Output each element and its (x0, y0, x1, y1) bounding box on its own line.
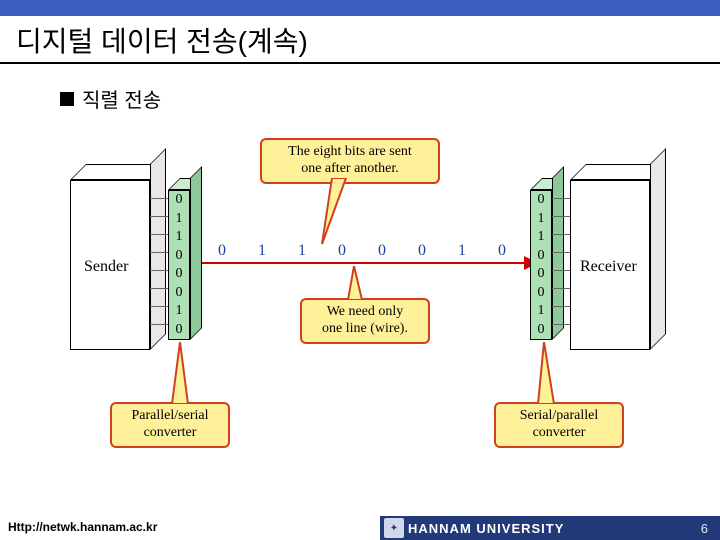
receiver-bit: 1 (538, 211, 545, 227)
callout-left-tail (168, 342, 194, 404)
transmission-wire (202, 262, 528, 264)
subtitle-row: 직렬 전송 (60, 84, 161, 113)
wire-bit: 0 (418, 242, 426, 260)
university-logo-icon: ✦ (384, 518, 404, 538)
subtitle: 직렬 전송 (82, 84, 161, 113)
callout-top-tail (312, 178, 352, 248)
sender-bit: 0 (176, 266, 183, 282)
callout-top: The eight bits are sent one after anothe… (260, 138, 440, 184)
receiver-bit: 1 (538, 229, 545, 245)
wire-bit: 1 (258, 242, 266, 260)
wire-bit: 0 (378, 242, 386, 260)
footer: Http://netwk.hannam.ac.kr HANNAM UNIVERS… (0, 512, 720, 540)
callout-left: Parallel/serial converter (110, 402, 230, 448)
receiver-bit: 0 (538, 192, 545, 208)
wire-bit: 0 (498, 242, 506, 260)
page-title: 디지털 데이터 전송(계속) (16, 20, 308, 60)
wire-bit: 1 (458, 242, 466, 260)
callout-mid: We need only one line (wire). (300, 298, 430, 344)
receiver-bit: 0 (538, 285, 545, 301)
sender-bit: 0 (176, 285, 183, 301)
wire-bit: 1 (298, 242, 306, 260)
bullet-icon (60, 92, 74, 106)
receiver-bit: 0 (538, 248, 545, 264)
footer-org: HANNAM UNIVERSITY (408, 521, 564, 536)
sender-bit: 0 (176, 322, 183, 338)
page-number: 6 (701, 521, 708, 536)
top-bar (0, 0, 720, 16)
sender-bit: 1 (176, 211, 183, 227)
title-underline (0, 62, 720, 64)
serial-transmission-diagram: Sender 0 1 1 0 0 0 1 0 0 1 1 0 0 0 1 0 (40, 130, 680, 470)
callout-right-text: Serial/parallel converter (520, 408, 599, 440)
sender-bit: 1 (176, 229, 183, 245)
receiver-bit: 1 (538, 303, 545, 319)
callout-left-text: Parallel/serial converter (132, 408, 209, 440)
callout-top-text: The eight bits are sent one after anothe… (288, 144, 412, 176)
sender-bit: 1 (176, 303, 183, 319)
footer-url: Http://netwk.hannam.ac.kr (8, 520, 157, 534)
sender-bit: 0 (176, 248, 183, 264)
callout-right: Serial/parallel converter (494, 402, 624, 448)
receiver-bit: 0 (538, 322, 545, 338)
sender-bit: 0 (176, 192, 183, 208)
callout-right-tail (534, 342, 560, 404)
callout-mid-tail (340, 266, 370, 300)
footer-band: HANNAM UNIVERSITY (380, 516, 720, 540)
receiver-bit: 0 (538, 266, 545, 282)
wire-bit: 0 (218, 242, 226, 260)
sender-label: Sender (84, 258, 128, 276)
callout-mid-text: We need only one line (wire). (322, 304, 408, 336)
receiver-label: Receiver (580, 258, 637, 276)
